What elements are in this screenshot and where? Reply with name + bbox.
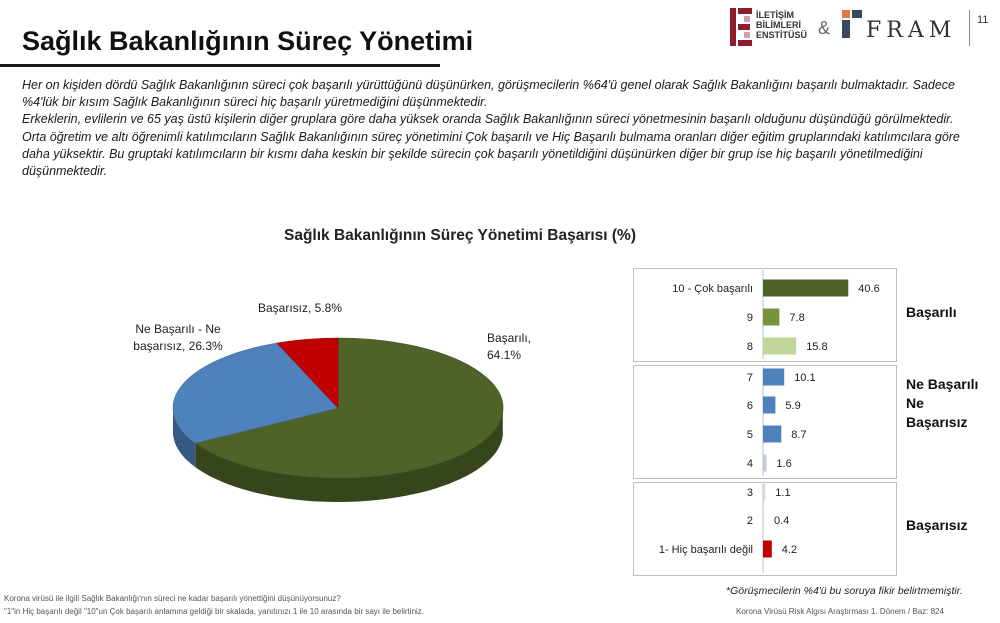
bar-category-label: 1- Hiç başarılı değil — [659, 544, 753, 556]
bar-category-label: 5 — [747, 429, 753, 441]
pie-chart: Başarılı, 64.1% Ne Başarılı - Ne başarısız,… — [133, 301, 531, 502]
panel-ne-basarili — [633, 365, 897, 479]
fram-logo-text: FRAM — [866, 18, 957, 43]
intro-paragraph: Her on kişiden dördü Sağlık Bakanlığının… — [22, 78, 956, 110]
bar-category-label: 10 - Çok başarılı — [672, 283, 753, 295]
bar-category-label: 6 — [747, 400, 753, 412]
bar — [763, 308, 780, 326]
pie-label: Başarılı, 64.1% — [487, 331, 531, 362]
intro-text: Her on kişiden dördü Sağlık Bakanlığının… — [22, 77, 982, 180]
bar-value-label: 1.6 — [776, 458, 791, 470]
bar — [763, 454, 767, 472]
pie-slice — [172, 342, 339, 444]
bar — [763, 511, 764, 529]
group-label-ne-basarili: Ne Başarılı Ne Başarısız — [906, 376, 979, 430]
pie-slice — [194, 337, 504, 479]
panel-basarili — [633, 268, 897, 362]
ibe-logo-mark-icon — [730, 8, 752, 46]
bar-value-label: 0.4 — [774, 515, 789, 527]
intro-paragraph: Orta öğretim ve altı öğrenimli katılımcı… — [22, 129, 960, 179]
bar-value-label: 8.7 — [791, 429, 806, 441]
panel-basarisiz — [633, 482, 897, 576]
bar-category-label: 3 — [747, 487, 753, 499]
bar-value-label: 10.1 — [794, 372, 815, 384]
pie-label: Başarısız, 5.8% — [258, 301, 342, 315]
pie-slice — [276, 337, 339, 409]
bar — [763, 368, 785, 386]
iletisim-logo: İLETİŞİM BİLİMLERİ ENSTİTÜSÜ — [730, 8, 810, 48]
bar-value-label: 1.1 — [775, 487, 790, 499]
title-underline — [0, 64, 440, 67]
bar-value-label: 15.8 — [806, 341, 827, 353]
bar-value-label: 40.6 — [858, 283, 879, 295]
header-divider — [969, 10, 970, 46]
bar-value-label: 4.2 — [782, 544, 797, 556]
bar — [763, 540, 772, 558]
question-text: Korona virüsü ile ilgili Sağlık Bakanlığ… — [4, 594, 341, 603]
ampersand: & — [818, 18, 831, 38]
page-number: 11 — [977, 14, 989, 26]
bar-category-label: 2 — [747, 515, 753, 527]
chart-title: Sağlık Bakanlığının Süreç Yönetimi Başar… — [283, 227, 637, 244]
bar — [763, 396, 776, 414]
page-title: Sağlık Bakanlığının Süreç Yönetimi — [22, 26, 474, 56]
source-note: Korona Virüsü Risk Algısı Araştırması 1.… — [736, 607, 944, 616]
bar — [763, 425, 782, 443]
iletisim-logo-text: İLETİŞİM BİLİMLERİ ENSTİTÜSÜ — [756, 10, 808, 40]
group-label-basarisiz: Başarısız — [906, 517, 968, 533]
bar — [763, 279, 849, 297]
bar-category-label: 8 — [747, 341, 753, 353]
pie-slice-side — [195, 411, 503, 502]
bar-category-label: 7 — [747, 372, 753, 384]
bar-category-label: 9 — [747, 312, 753, 324]
scale-note: "1"in Hiç başarılı değil "10"un Çok başa… — [4, 607, 425, 616]
note-no-opinion: *Görüşmecilerin %4'ü bu soruya fikir bel… — [726, 585, 963, 597]
intro-paragraph: Erkeklerin, evlilerin ve 65 yaş üstü kiş… — [22, 112, 954, 127]
group-label-basarili: Başarılı — [906, 304, 957, 320]
pie-slice-side — [173, 408, 196, 468]
bar-value-label: 5.9 — [785, 400, 800, 412]
bar-value-label: 7.8 — [789, 312, 804, 324]
bar — [763, 337, 797, 355]
bar-category-label: 4 — [747, 458, 753, 470]
fram-logo-mark-icon — [842, 10, 862, 38]
pie-label: Ne Başarılı - Ne başarısız, 26.3% — [133, 322, 223, 353]
bar — [763, 483, 766, 501]
